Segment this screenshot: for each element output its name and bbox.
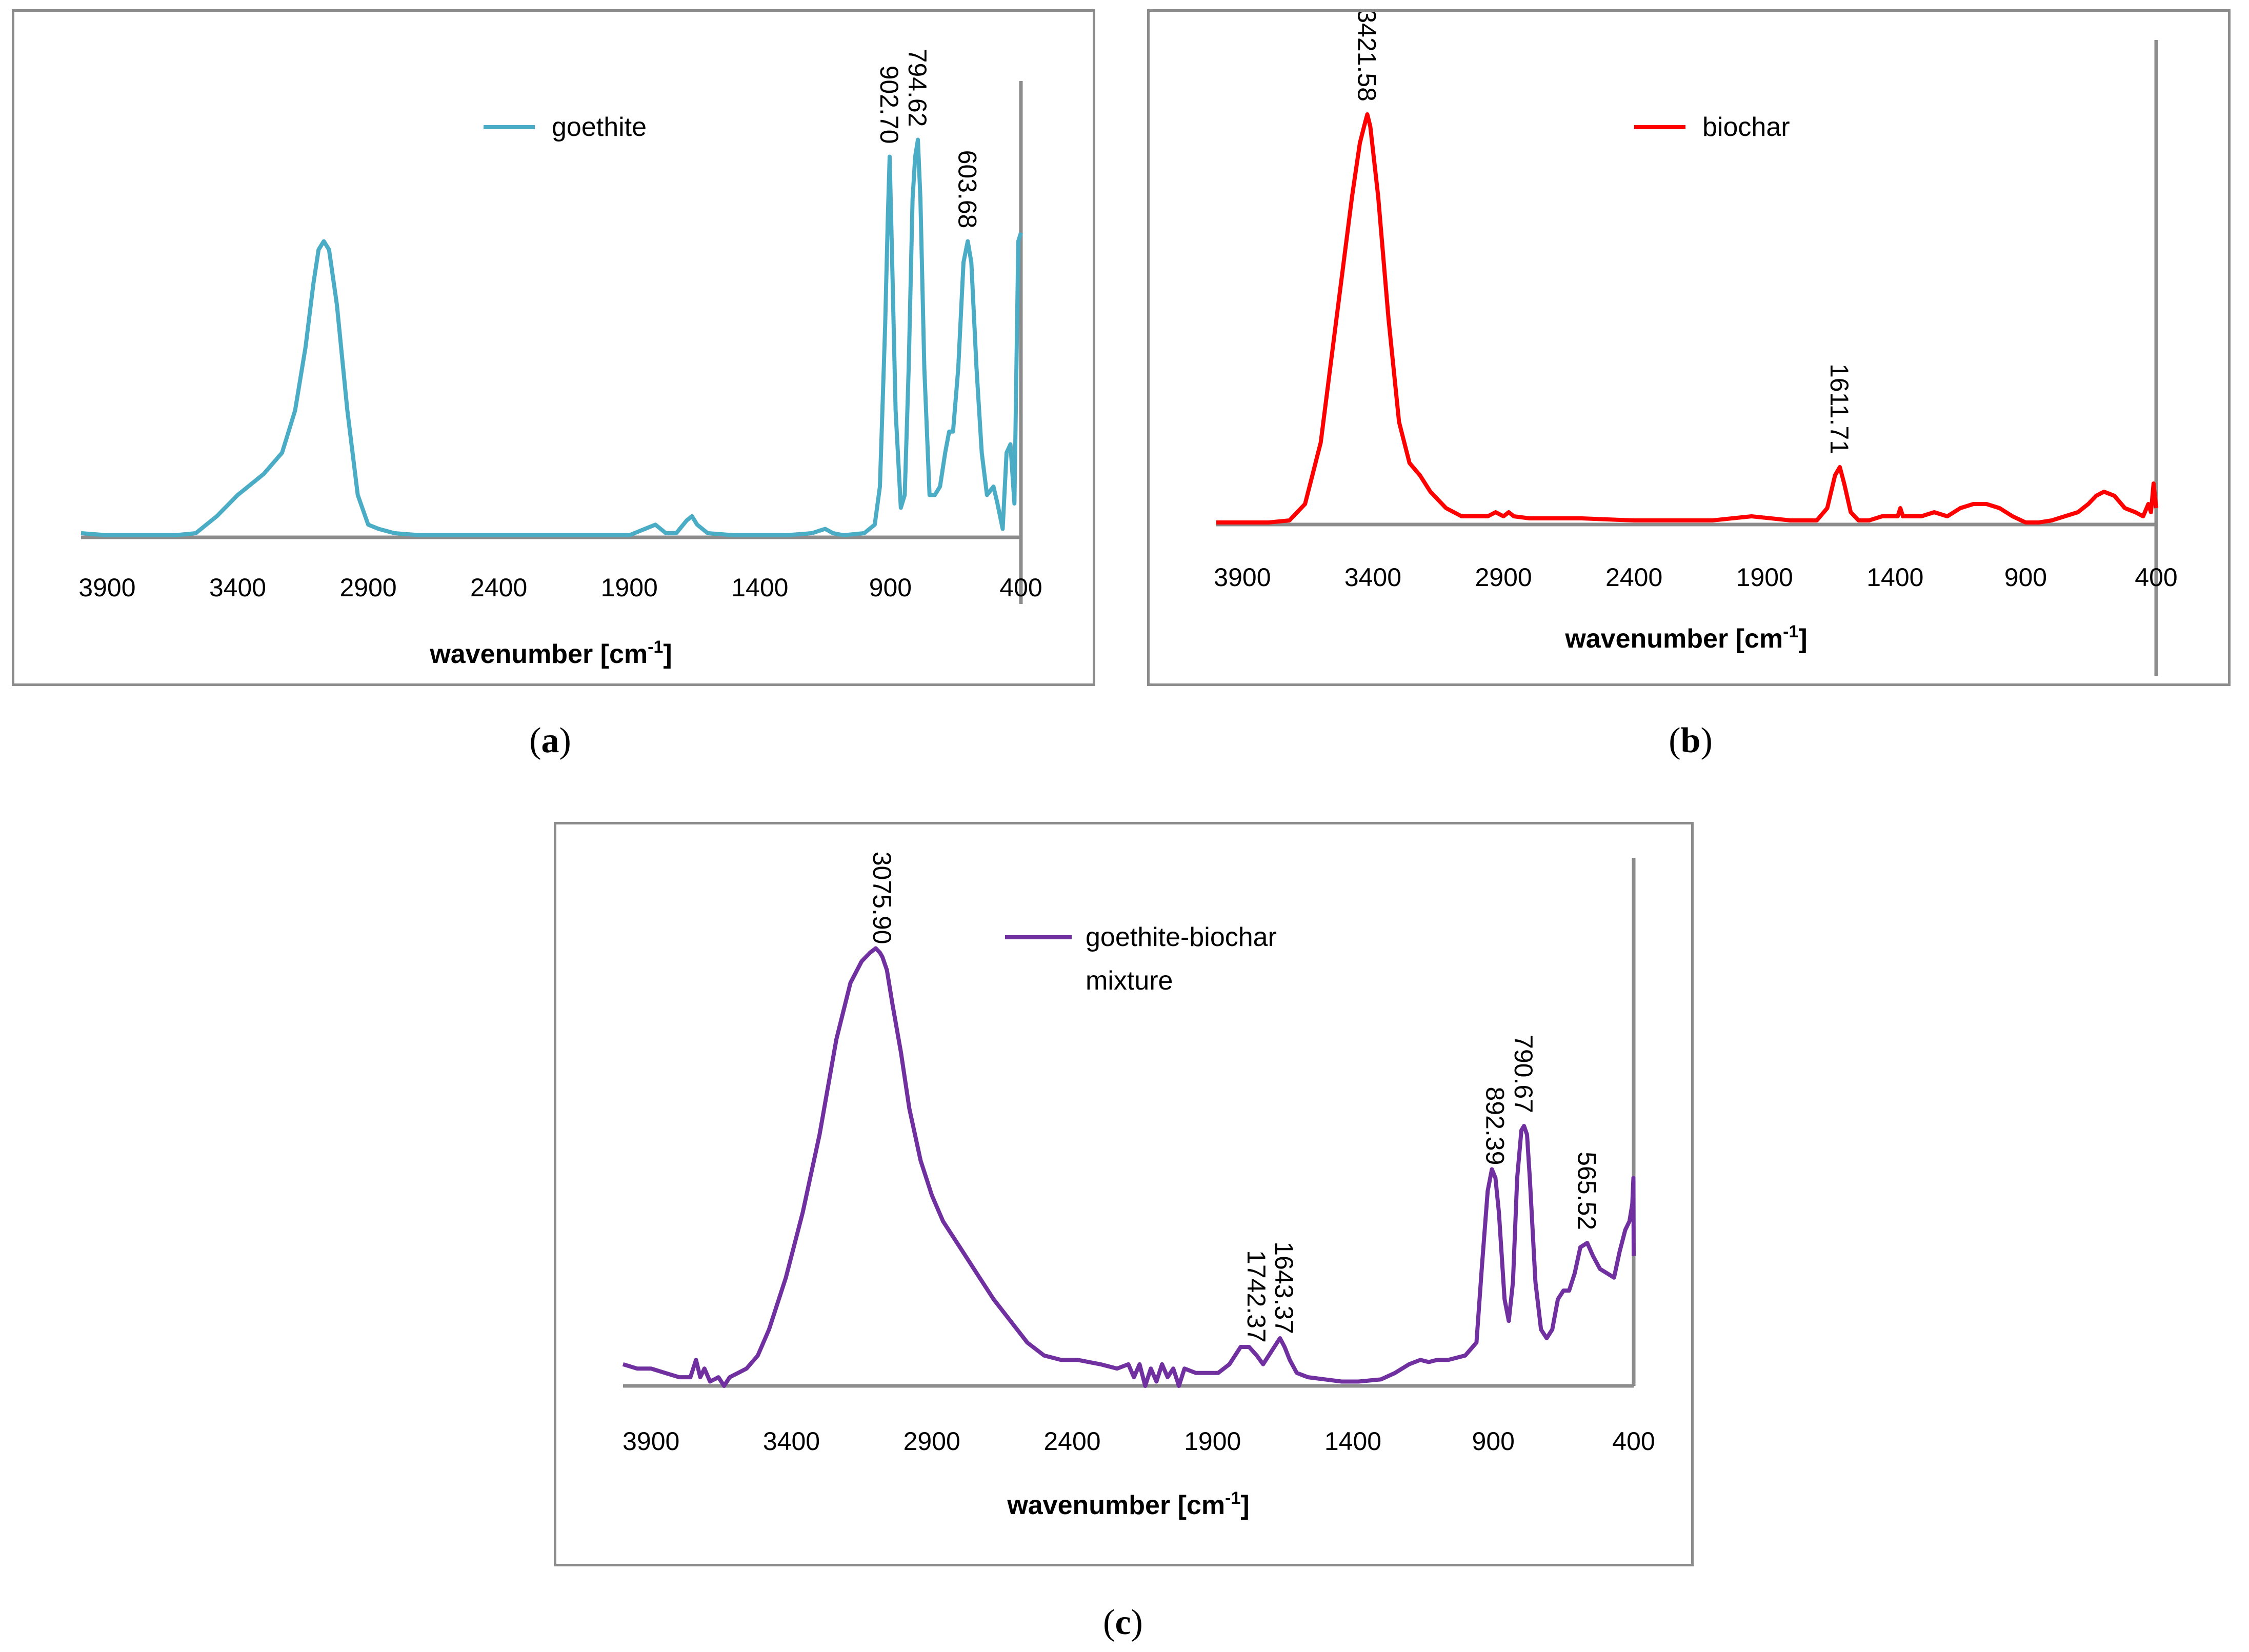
chart-panel-c: 3900 3400 2900 2400 1900 1400 900 400 wavenumber… bbox=[554, 822, 1694, 1566]
chart-c-svg: 3900 3400 2900 2400 1900 1400 900 400 wavenumber… bbox=[622, 852, 1655, 1520]
x-tick-label: 1400 bbox=[1866, 563, 1923, 592]
x-tick-label: 1900 bbox=[1736, 563, 1793, 592]
x-tick-label: 3900 bbox=[78, 573, 135, 602]
peak-label: 1611.71 bbox=[1825, 364, 1854, 454]
x-tick-label: 2400 bbox=[1043, 1427, 1100, 1456]
x-tick-label: 400 bbox=[999, 573, 1042, 602]
x-tick-label: 3400 bbox=[209, 573, 266, 602]
x-tick-label: 400 bbox=[1612, 1427, 1655, 1456]
legend-label: mixture bbox=[1086, 966, 1173, 996]
x-axis-title-end: ] bbox=[1798, 624, 1807, 654]
x-tick-label: 1400 bbox=[731, 573, 788, 602]
x-axis-title: wavenumber [cm-1] bbox=[429, 637, 672, 669]
caption-a-letter: a bbox=[541, 721, 559, 760]
x-axis-title-superscript: -1 bbox=[1225, 1488, 1240, 1508]
x-axis-title-superscript: -1 bbox=[1783, 622, 1798, 641]
x-tick-label: 400 bbox=[2135, 563, 2177, 592]
x-axis-title-superscript: -1 bbox=[648, 637, 663, 657]
x-tick-label: 900 bbox=[869, 573, 912, 602]
x-axis-title-main: wavenumber [cm bbox=[1007, 1490, 1225, 1520]
x-tick-label: 2400 bbox=[470, 573, 527, 602]
peak-label: 902.70 bbox=[875, 66, 903, 144]
x-tick-label: 1900 bbox=[1184, 1427, 1241, 1456]
series-line-goethite-biochar bbox=[622, 946, 1636, 1388]
peak-label: 1742.37 bbox=[1242, 1250, 1271, 1343]
x-tick-label: 2900 bbox=[339, 573, 396, 602]
legend-label: goethite bbox=[552, 112, 647, 142]
chart-a-svg: 3900 3400 2900 2400 1900 1400 900 400 wavenumber… bbox=[78, 49, 1042, 669]
chart-panel-b: 3900 3400 2900 2400 1900 1400 900 400 wavenumber… bbox=[1147, 9, 2231, 686]
x-axis-title-end: ] bbox=[1240, 1490, 1249, 1520]
peak-label: 1643.37 bbox=[1270, 1241, 1298, 1334]
x-tick-label: 3400 bbox=[1344, 563, 1401, 592]
caption-b: (b) bbox=[1669, 721, 1713, 760]
x-tick-label: 3900 bbox=[1214, 563, 1271, 592]
chart-panel-a: 3900 3400 2900 2400 1900 1400 900 400 wavenumber… bbox=[12, 9, 1095, 686]
peak-label: 603.68 bbox=[953, 150, 981, 229]
legend-label: biochar bbox=[1702, 112, 1790, 142]
caption-c: (c) bbox=[1103, 1603, 1143, 1642]
series-line-biochar bbox=[1216, 112, 2158, 525]
x-tick-label: 3400 bbox=[763, 1427, 820, 1456]
caption-c-letter: c bbox=[1115, 1603, 1131, 1642]
peak-label: 565.52 bbox=[1572, 1152, 1601, 1230]
caption-a: (a) bbox=[529, 721, 571, 760]
x-axis-title-main: wavenumber [cm bbox=[429, 639, 648, 669]
x-axis-title: wavenumber [cm-1] bbox=[1007, 1488, 1249, 1520]
x-tick-label: 1400 bbox=[1324, 1427, 1381, 1456]
x-tick-label: 1900 bbox=[601, 573, 658, 602]
x-tick-label: 2400 bbox=[1605, 563, 1662, 592]
peak-label: 794.62 bbox=[903, 49, 932, 127]
legend-label: goethite-biochar bbox=[1086, 922, 1277, 952]
peak-label: 790.67 bbox=[1509, 1035, 1538, 1113]
x-tick-label: 900 bbox=[2004, 563, 2047, 592]
caption-b-letter: b bbox=[1680, 721, 1701, 760]
x-tick-label: 3900 bbox=[623, 1427, 679, 1456]
x-tick-label: 2900 bbox=[1475, 563, 1532, 592]
x-axis-title-end: ] bbox=[663, 639, 672, 669]
peak-label: 892.39 bbox=[1480, 1086, 1509, 1165]
chart-b-svg: 3900 3400 2900 2400 1900 1400 900 400 wavenumber… bbox=[1214, 12, 2178, 676]
x-tick-label: 2900 bbox=[903, 1427, 960, 1456]
peak-label: 3075.90 bbox=[868, 852, 896, 944]
series-line-goethite bbox=[81, 137, 1023, 537]
x-tick-label: 900 bbox=[1472, 1427, 1515, 1456]
x-axis-title-main: wavenumber [cm bbox=[1564, 624, 1783, 654]
x-axis-title: wavenumber [cm-1] bbox=[1564, 622, 1807, 654]
peak-label: 3421.58 bbox=[1353, 12, 1381, 102]
